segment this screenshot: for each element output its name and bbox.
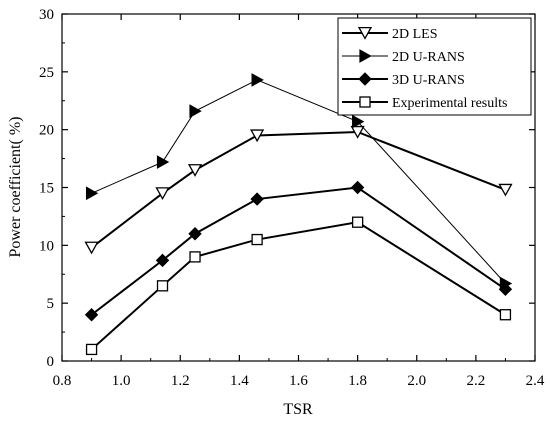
series-line [90,186,507,316]
data-point [350,180,365,195]
legend: 2D LES 2D U-RANS 3D U-RANS Experimental res… [337,17,532,116]
data-point [84,308,99,322]
legend-item: Experimental results [342,96,507,111]
series-line [91,79,506,284]
series-layer [84,73,513,356]
y-axis: 0 5 10 15 20 25 30 [39,7,535,370]
x-tick-label: 1.8 [348,373,367,389]
data-point [189,104,202,119]
y-tick-label: 0 [47,354,55,370]
data-point [156,155,170,169]
x-tick-label: 2.0 [407,373,426,389]
data-point [251,73,264,87]
legend-item: 3D U-RANS [342,72,465,88]
series-1 [84,125,513,255]
data-point [84,241,99,255]
y-tick-label: 5 [47,296,55,312]
legend-item: 2D LES [342,26,438,42]
data-point [250,129,265,143]
y-tick-label: 10 [39,238,54,254]
y-tick-label: 30 [39,7,54,23]
x-tick-label: 1.4 [230,373,249,389]
x-tick-label: 1.0 [112,373,131,389]
legend-label: 2D U-RANS [392,50,465,65]
y-axis-title: Power coefficient( %) [7,117,24,258]
legend-marker [359,49,372,63]
series-line [90,130,506,249]
legend-label: 3D U-RANS [392,73,465,88]
series-4 [85,216,512,356]
legend-item: 2D U-RANS [342,49,465,65]
legend-marker [359,96,371,108]
data-point [351,216,364,228]
data-point [155,253,170,268]
y-tick-label: 15 [39,181,54,197]
data-point [189,251,201,263]
x-tick-label: 0.8 [53,373,72,389]
x-tick-label: 1.2 [171,373,190,389]
data-point [352,114,365,129]
data-point [187,164,203,177]
data-point [188,227,202,241]
data-point [85,186,99,201]
data-point [498,183,513,197]
y-tick-label: 25 [39,65,54,81]
x-tick-label: 2.4 [526,373,545,389]
data-point [85,343,98,356]
legend-label: Experimental results [392,96,507,111]
data-point [156,280,169,292]
x-tick-label: 1.6 [289,373,308,389]
data-point [155,187,170,201]
x-axis-title: TSR [283,401,313,418]
series-2 [85,73,513,291]
data-point [251,233,263,246]
series-3 [84,180,513,322]
data-point [250,192,264,206]
x-tick-label: 2.2 [467,373,486,389]
data-point [350,125,365,139]
legend-label: 2D LES [392,27,438,42]
y-tick-label: 20 [39,123,54,139]
x-axis: 0.8 1.0 1.2 1.4 1.6 1.8 2.0 2.2 2.4 [53,14,545,389]
data-point [498,282,513,296]
legend-marker [358,72,372,86]
legend-marker [357,26,373,40]
series-line [90,221,506,351]
data-point [499,309,512,321]
